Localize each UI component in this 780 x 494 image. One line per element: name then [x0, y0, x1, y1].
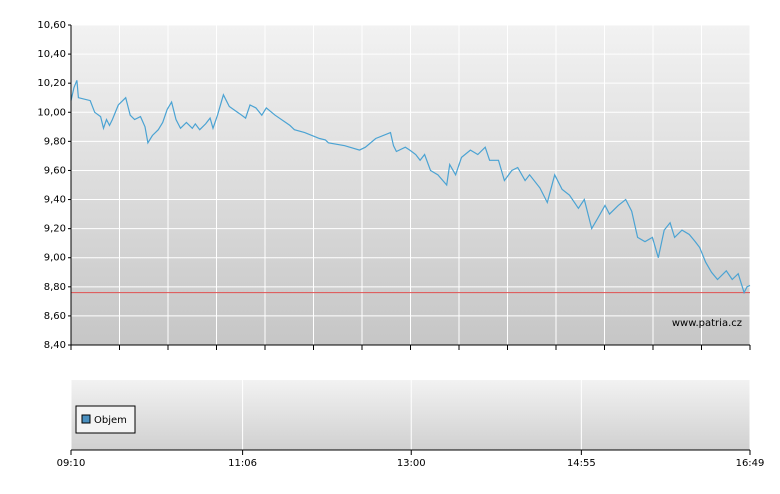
x-tick-label: 16:49 [736, 458, 765, 469]
layer: 8,40 8,60 8,80 9,00 9,20 9,40 9,60 9,80 10,00 10,… [37, 20, 764, 469]
y-tick-label: 8,60 [44, 311, 66, 322]
y-tick-label: 10,60 [37, 20, 66, 31]
x-tick-label: 13:00 [397, 458, 426, 469]
y-tick-label: 8,40 [44, 340, 66, 351]
watermark: www.patria.cz [672, 318, 742, 329]
y-tick-label: 9,00 [44, 253, 66, 264]
x-tick-label: 11:06 [228, 458, 257, 469]
x-tick-label: 09:10 [57, 458, 86, 469]
y-tick-label: 10,00 [37, 107, 66, 118]
y-tick-label: 9,80 [44, 136, 66, 147]
volume-area [71, 380, 750, 450]
legend-label: Objem [94, 415, 127, 426]
y-tick-label: 9,40 [44, 195, 66, 206]
y-tick-label: 8,80 [44, 282, 66, 293]
y-tick-label: 10,40 [37, 49, 66, 60]
y-tick-label: 9,20 [44, 224, 66, 235]
y-tick-label: 9,60 [44, 165, 66, 176]
y-tick-label: 10,20 [37, 78, 66, 89]
legend-swatch [81, 414, 91, 424]
vertical-grid [70, 24, 751, 450]
x-tick-label: 14:55 [567, 458, 596, 469]
price-line [70, 80, 751, 295]
